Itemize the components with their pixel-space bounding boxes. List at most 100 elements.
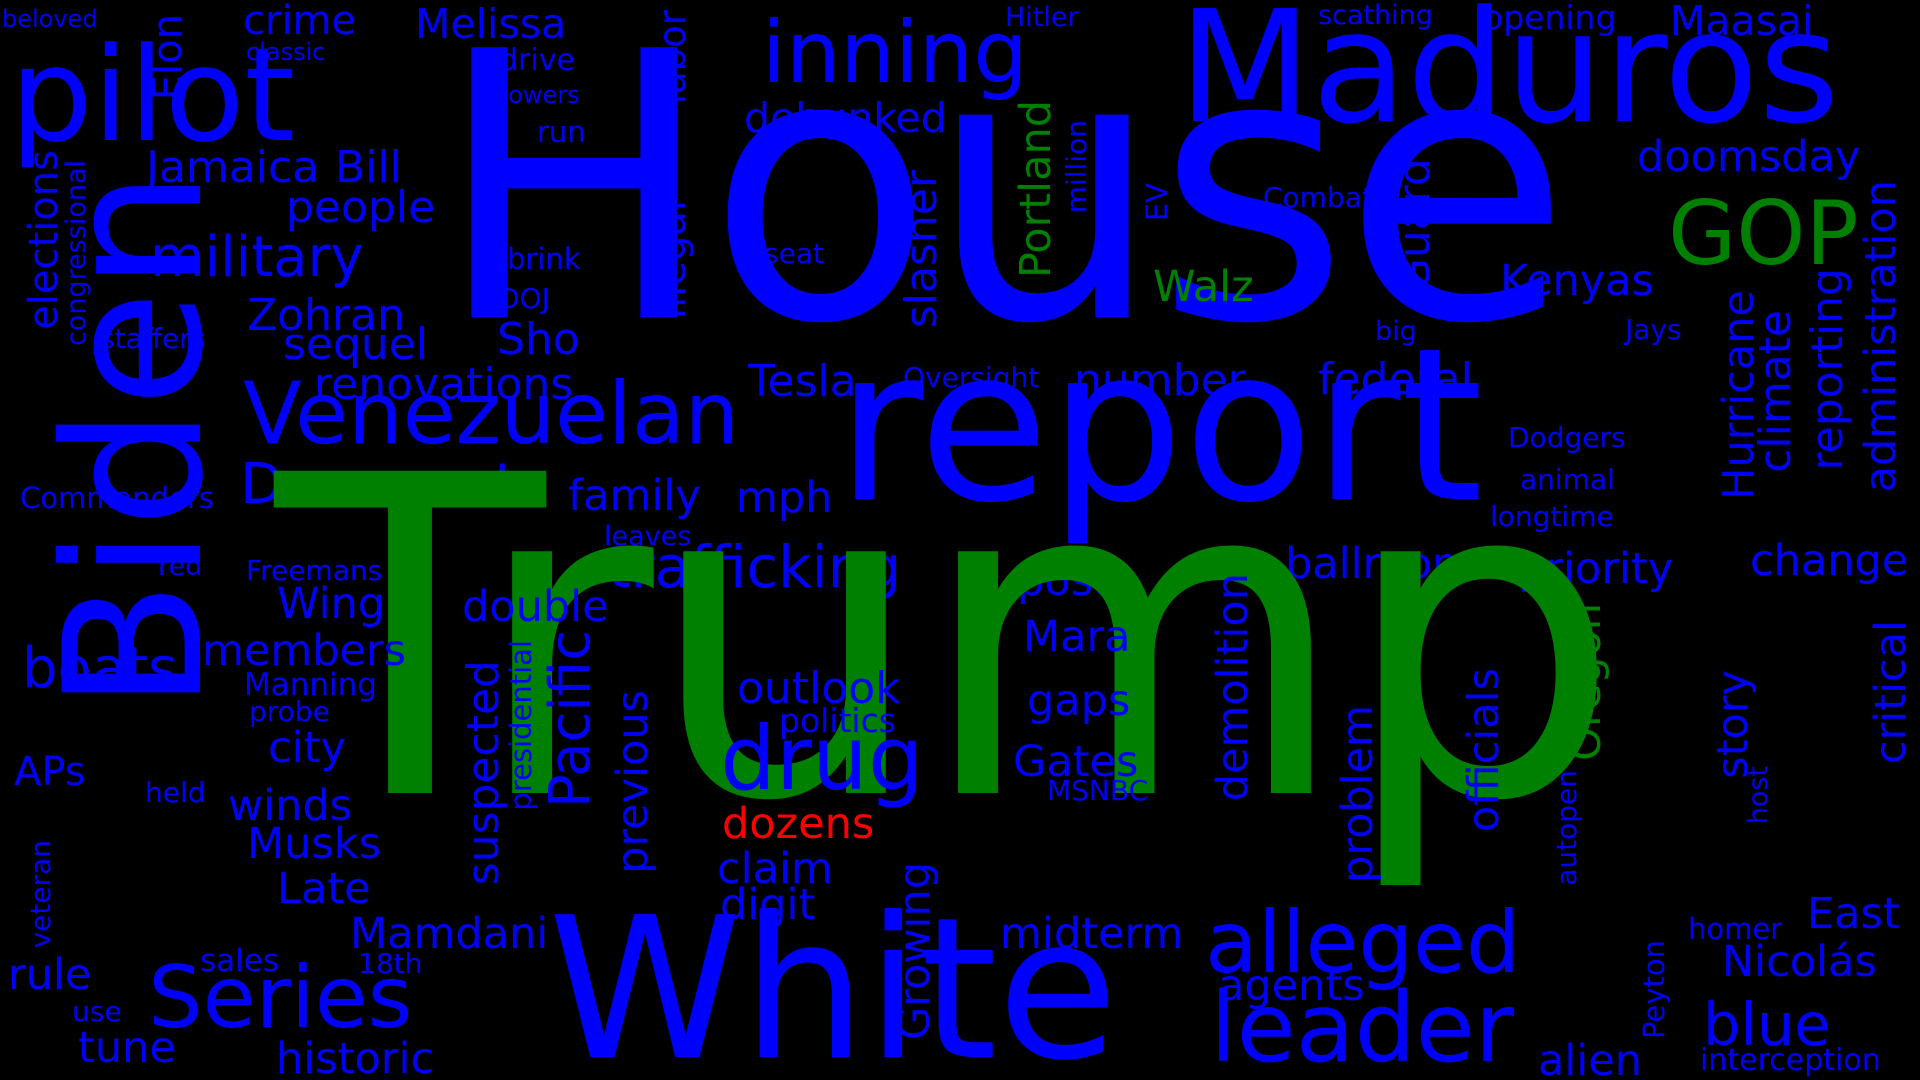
word-inning: inning [762,3,1028,103]
word-number: number [1074,355,1246,406]
word-previous: previous [608,690,658,874]
word-alleged: alleged [1205,893,1521,993]
word-interception: interception [1700,1043,1881,1078]
word-staffers: staffers [100,322,206,355]
word-dodgers: Dodgers [1508,421,1626,454]
word-democrat: Democrat [240,452,517,517]
word-officials: officials [1459,668,1509,833]
word-hitler: Hitler [1005,2,1079,33]
word-mamdani: Mamdani [350,909,549,959]
word-doomsday: doomsday [1637,132,1861,182]
word-freemans: Freemans [246,554,383,587]
word-drive: drive [499,43,575,78]
word-walz: Walz [1153,262,1254,312]
word-red: red [158,551,203,582]
word-host: host [1743,766,1774,825]
word-seat: seat [764,237,824,270]
word-problem: problem [1333,705,1383,883]
word-trafficking: trafficking [608,533,902,601]
word-demolition: demolition [1208,573,1258,802]
word-politics: politics [779,701,896,740]
word-use: use [72,995,122,1028]
word-homer: homer [1688,912,1783,946]
word-aps: APs [14,749,86,795]
word-sales: sales [200,943,279,979]
word-manning: Manning [244,667,377,703]
word-sho: Sho [497,314,580,365]
word-run: run [537,115,586,149]
word-report: report [836,302,1484,549]
word-people: people [286,182,436,233]
word-ballroom: ballroom [1285,539,1474,589]
word-animal: animal [1520,463,1615,496]
word-kenyas: Kenyas [1500,256,1654,306]
word-leaves: leaves [604,521,692,552]
word-series: Series [148,948,413,1048]
word-east: East [1807,889,1900,939]
word-suspected: suspected [458,660,509,886]
word-tesla: Tesla [748,356,857,407]
word-alien: alien [1538,1036,1642,1080]
word-commanders: Commanders [20,481,214,515]
word-oversight: Oversight [903,361,1040,394]
word-agents: agents [1218,961,1365,1011]
word-midterm: midterm [1000,909,1184,959]
word-tune: tune [78,1023,176,1073]
word-oregon: Oregon [1561,603,1611,761]
word-reporting: reporting [1802,268,1853,471]
word-probe: probe [249,695,330,728]
word-story: story [1708,670,1758,779]
word-historic: historic [276,1034,435,1080]
word-wing: Wing [277,579,386,629]
word-boats: boats [22,636,178,701]
word-gates: Gates [1013,737,1139,787]
word-administration: administration [1856,180,1906,493]
word-winds: winds [228,781,353,831]
word-caveat: caveat [502,161,600,195]
word-house: House [435,0,1571,405]
word-classic: classic [246,38,326,66]
word-venezuelan: Venezuelan [243,364,740,464]
word-autopen: autopen [1550,770,1583,886]
word-maasai: Maasai [1670,0,1814,45]
word-crime: crime [243,0,357,44]
word-msnbc: MSNBC [1047,774,1149,807]
word-zohran: Zohran [247,290,405,341]
word-claim: claim [717,844,833,894]
word-military: military [150,225,364,290]
word-pilot: pilot [10,19,296,171]
word-leader: leader [1210,972,1515,1080]
word-illegal: illegal [649,200,695,319]
word-brink: brink [507,242,581,276]
word-held: held [145,776,206,809]
word-combat: Combat [1263,181,1373,214]
word-late: Late [277,864,371,914]
word-guard: Guard [1389,158,1440,293]
word-drug: drug [720,707,924,810]
word-double: double [462,582,609,632]
word-scathing: scathing [1318,0,1433,31]
word-powers: powers [493,81,580,109]
word-beloved: beloved [2,5,98,33]
word-big: big [1375,316,1417,347]
word-mph: mph [736,473,833,523]
word-million: million [1060,120,1093,214]
word-federal: federal [1318,354,1473,405]
word-white: White [548,876,1118,1080]
word-presidential: presidential [504,640,538,811]
word-blue: blue [1703,990,1831,1059]
word-ev: EV [1140,183,1174,222]
word-opening: opening [1483,0,1617,37]
word-gaps: gaps [1027,676,1131,726]
word-family: family [568,471,701,521]
word-post: post [1017,556,1110,606]
word-city: city [268,723,346,773]
word-hurricane: Hurricane [1714,290,1764,500]
word-members: members [202,626,407,676]
word-renovations: renovations [314,359,574,410]
word-doj: DOJ [498,282,550,315]
word-gop: GOP [1668,182,1859,285]
word-rule: rule [8,950,92,1000]
word-jamaica: Jamaica [146,142,320,193]
